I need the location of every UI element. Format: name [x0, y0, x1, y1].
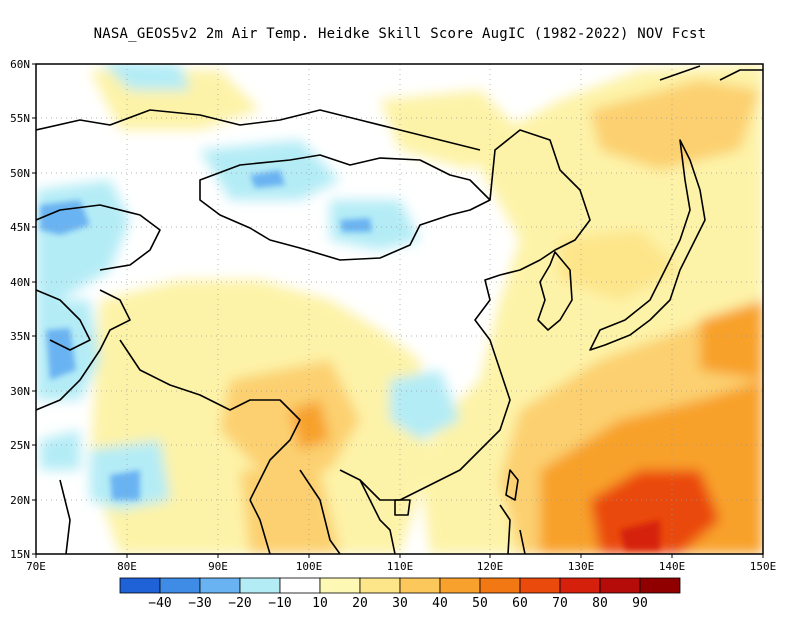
lat-label: 25N [10, 439, 30, 452]
colorbar-label: −40 [148, 596, 171, 611]
lat-label: 20N [10, 494, 30, 507]
colorbar-swatch [359, 577, 401, 594]
colorbar-label: 80 [592, 596, 608, 611]
lon-label: 70E [26, 560, 46, 573]
shaded-skill-field [36, 64, 763, 554]
lat-label: 30N [10, 385, 30, 398]
longitude-labels: 70E 80E 90E 100E 110E 120E 130E 140E 150… [26, 560, 776, 573]
colorbar-swatch [159, 577, 201, 594]
lat-label: 35N [10, 330, 30, 343]
colorbar-label: 70 [552, 596, 568, 611]
latitude-labels: 60N 55N 50N 45N 40N 35N 30N 25N 20N 15N [10, 58, 30, 561]
lon-label: 110E [387, 560, 414, 573]
lat-label: 55N [10, 112, 30, 125]
colorbar-label: 90 [632, 596, 648, 611]
lat-label: 40N [10, 276, 30, 289]
colorbar-swatch [479, 577, 521, 594]
lat-label: 50N [10, 167, 30, 180]
colorbar-swatch [279, 577, 321, 594]
lon-label: 90E [208, 560, 228, 573]
colorbar-swatch [439, 577, 481, 594]
colorbar-label: 40 [432, 596, 448, 611]
colorbar-swatch [319, 577, 361, 594]
colorbar-swatch [599, 577, 641, 594]
lon-label: 120E [477, 560, 504, 573]
tick-marks [32, 63, 764, 558]
colorbar-swatch [519, 577, 561, 594]
lat-label: 45N [10, 221, 30, 234]
colorbar-label: 20 [352, 596, 368, 611]
colorbar-label: 60 [512, 596, 528, 611]
lat-label: 15N [10, 548, 30, 561]
colorbar-swatch [399, 577, 441, 594]
lon-label: 130E [568, 560, 595, 573]
colorbar-swatch [199, 577, 241, 594]
colorbar-swatch [559, 577, 601, 594]
colorbar: −40 −30 −20 −10 10 20 30 40 50 60 70 80 90 [119, 577, 681, 611]
coastlines [36, 65, 763, 554]
colorbar-swatch [639, 577, 681, 594]
lon-label: 150E [750, 560, 777, 573]
colorbar-label: −30 [188, 596, 211, 611]
colorbar-label: −20 [228, 596, 251, 611]
colorbar-swatch [119, 577, 161, 594]
lon-label: 140E [659, 560, 686, 573]
lat-label: 60N [10, 58, 30, 71]
colorbar-label: −10 [268, 596, 291, 611]
lon-label: 100E [296, 560, 323, 573]
gridlines [36, 64, 763, 554]
colorbar-label: 10 [312, 596, 328, 611]
lon-label: 80E [117, 560, 137, 573]
colorbar-swatch [239, 577, 281, 594]
colorbar-label: 50 [472, 596, 488, 611]
colorbar-label: 30 [392, 596, 408, 611]
chart-title: NASA_GEOS5v2 2m Air Temp. Heidke Skill S… [93, 26, 707, 42]
